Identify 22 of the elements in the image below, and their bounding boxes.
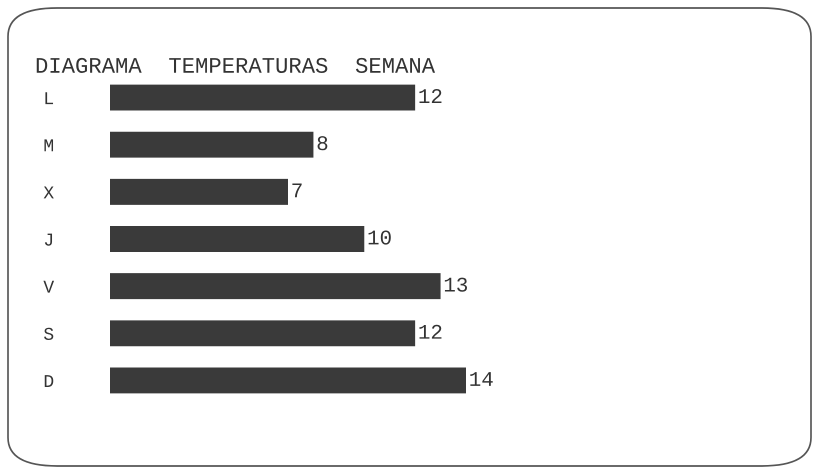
data-label: 10 <box>368 230 391 245</box>
data-label: 13 <box>444 278 468 292</box>
data-label: 12 <box>419 324 442 339</box>
y-tick-label: M <box>44 139 54 152</box>
bar <box>110 178 288 205</box>
y-tick-label: S <box>44 328 54 340</box>
data-label: 12 <box>419 89 442 103</box>
y-tick-label: X <box>44 186 54 198</box>
y-tick-label: D <box>44 375 54 387</box>
bar <box>110 132 314 158</box>
bar <box>110 84 416 111</box>
bar <box>110 226 364 252</box>
bar <box>110 367 466 394</box>
data-label: 7 <box>292 184 302 198</box>
y-tick-label: J <box>44 234 52 246</box>
bar <box>110 320 416 346</box>
data-label: 14 <box>470 372 493 386</box>
data-label: 8 <box>318 136 328 150</box>
y-tick-label: L <box>45 92 54 104</box>
y-tick-label: V <box>43 280 54 293</box>
chart-title: DIAGRAMA TEMPERATURAS SEMANA <box>36 58 436 73</box>
bar <box>110 273 441 300</box>
